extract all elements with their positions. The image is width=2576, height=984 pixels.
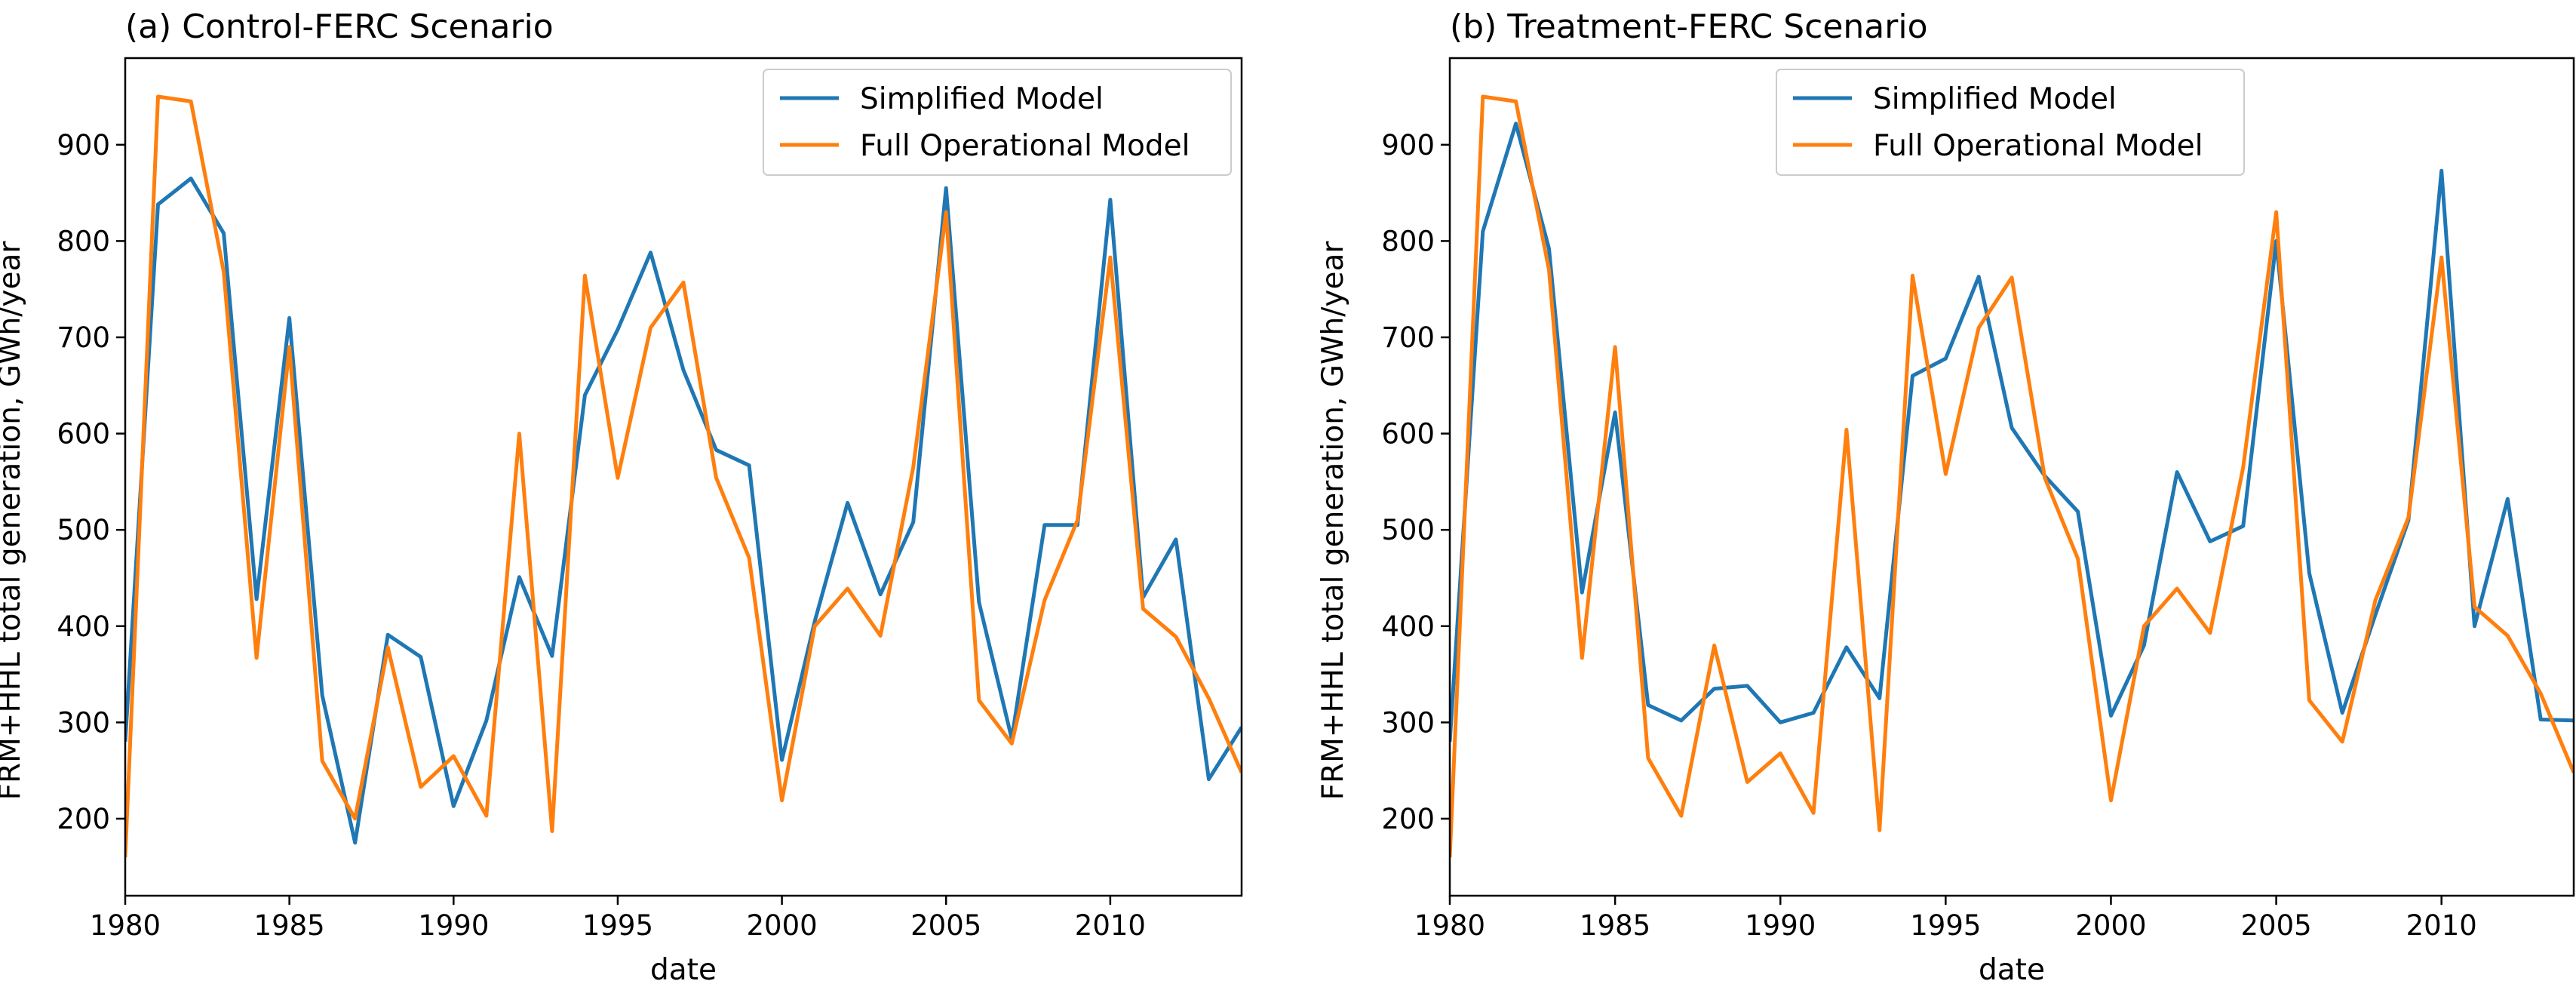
plot-frame: [124, 57, 1243, 897]
x-tick-label: 2005: [2241, 909, 2312, 942]
x-tick-label: 2000: [2075, 909, 2146, 942]
legend-label-full: Full Operational Model: [1873, 129, 2203, 163]
x-tick-label: 2010: [2406, 909, 2477, 942]
y-tick-label: 400: [57, 610, 110, 643]
y-tick-label: 500: [1381, 514, 1435, 546]
x-tick-label: 1980: [90, 909, 161, 942]
y-tick-label: 200: [1381, 803, 1435, 835]
y-tick-label: 400: [1381, 610, 1435, 643]
chart-panel-treatment: (b) Treatment-FERC Scenario date FRM+HHL…: [1290, 0, 2576, 984]
chart-title: (b) Treatment-FERC Scenario: [1450, 8, 1928, 46]
y-tick-label: 300: [57, 706, 110, 739]
y-tick-label: 600: [57, 418, 110, 450]
chart-control-svg: (a) Control-FERC Scenario date FRM+HHL t…: [0, 8, 1243, 984]
x-tick-label: 1995: [1910, 909, 1981, 942]
y-tick-label: 500: [57, 514, 110, 546]
y-tick-label: 700: [57, 321, 110, 354]
x-axis-label: date: [1979, 953, 2045, 984]
chart-title: (a) Control-FERC Scenario: [125, 8, 554, 46]
x-tick-label: 1985: [254, 909, 325, 942]
legend: Simplified Model Full Operational Model: [763, 69, 1232, 176]
series-line-full: [1450, 94, 2574, 858]
y-tick-label: 800: [1381, 225, 1435, 257]
y-tick-label: 700: [1381, 321, 1435, 354]
y-axis-label: FRM+HHL total generation, GWh/year: [0, 241, 27, 801]
y-tick-label: 900: [1381, 129, 1435, 161]
x-tick-label: 1995: [582, 909, 653, 942]
x-tick-label: 2005: [910, 909, 981, 942]
series-line-simplified: [1450, 121, 2574, 743]
x-axis-label: date: [650, 953, 717, 984]
y-tick-label: 300: [1381, 706, 1435, 739]
legend: Simplified Model Full Operational Model: [1776, 69, 2245, 176]
chart-treatment-svg: (b) Treatment-FERC Scenario date FRM+HHL…: [1316, 8, 2575, 984]
series-line-simplified: [125, 177, 1242, 845]
x-tick-label: 1985: [1580, 909, 1650, 942]
x-tick-label: 2010: [1075, 909, 1146, 942]
x-tick-label: 1980: [1414, 909, 1485, 942]
plot-frame: [1448, 57, 2575, 897]
x-tick-label: 1990: [1745, 909, 1816, 942]
legend-label-simplified: Simplified Model: [860, 82, 1104, 116]
legend-label-simplified: Simplified Model: [1873, 82, 2117, 116]
x-tick-label: 2000: [747, 909, 818, 942]
legend-label-full: Full Operational Model: [860, 129, 1190, 163]
y-tick-label: 600: [1381, 418, 1435, 450]
y-tick-label: 900: [57, 129, 110, 161]
y-tick-label: 200: [57, 803, 110, 835]
series-line-full: [125, 94, 1242, 858]
chart-panel-control: (a) Control-FERC Scenario date FRM+HHL t…: [0, 8, 1243, 984]
y-tick-label: 800: [57, 225, 110, 257]
y-axis-label: FRM+HHL total generation, GWh/year: [1316, 241, 1350, 801]
x-tick-label: 1990: [418, 909, 489, 942]
